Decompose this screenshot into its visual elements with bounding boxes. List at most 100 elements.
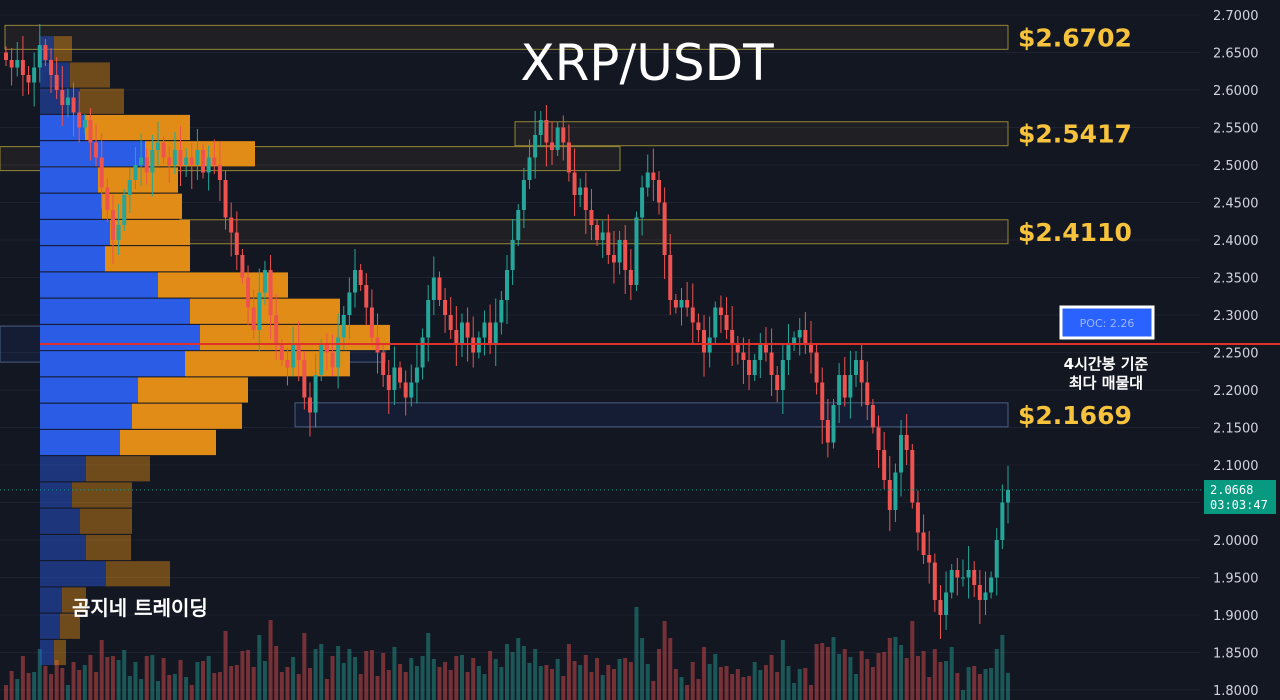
volume-bar [65,685,70,700]
candle-body [330,352,335,368]
candle-body [465,322,470,338]
volume-bar [381,653,386,700]
level-label: $2.1669 [1018,401,1132,430]
y-tick-label: 1.8000 [1213,684,1259,699]
volume-bar [780,640,785,700]
profile-sell-bar [85,114,190,141]
candle-body [521,180,526,210]
candle-body [234,232,239,255]
profile-sell-bar [62,587,86,613]
volume-bar [161,658,166,700]
level-label: $2.5417 [1018,120,1132,149]
candle-body [307,397,312,413]
y-tick-label: 2.4000 [1213,234,1259,249]
volume-bar [521,646,526,700]
profile-sell-bar [158,272,288,298]
candle-body [910,450,915,503]
profile-buy-bar [40,561,106,587]
volume-bar [476,666,481,700]
volume-bar [251,667,256,700]
volume-bar [662,621,667,700]
volume-bar [758,670,763,700]
profile-buy-bar [40,272,158,298]
candle-body [133,165,138,180]
price-axis[interactable]: 2.7000 2.6500 2.6000 2.5500 2.5000 2.4500 2.40… [1213,9,1259,699]
candle-body [37,45,42,68]
candle-body [865,382,870,405]
candle-body [769,352,774,375]
countdown: 03:03:47 [1210,498,1268,512]
candle-body [493,322,498,345]
candle-body [527,157,532,180]
volume-bar [488,651,493,700]
volume-bar [989,668,994,700]
candle-body [443,300,448,315]
candle-body [398,367,403,383]
volume-bar [414,666,419,700]
candle-body [685,300,690,308]
volume-bar [825,647,830,700]
candle-body [696,322,701,330]
volume-bar [820,643,825,700]
candle-body [887,480,892,510]
profile-sell-bar [98,167,178,193]
candle-body [876,427,881,450]
volume-bar [246,650,251,700]
volume-bar [983,669,988,700]
candle-body [206,157,211,173]
volume-bar [195,662,200,700]
volume-bar [150,655,155,700]
volume-bar [443,662,448,700]
volume-bar [510,652,515,700]
candle-body [904,435,909,450]
profile-sell-bar [120,429,216,456]
y-tick-label: 2.6500 [1213,47,1259,62]
candle-body [741,352,746,360]
level-label: $2.6702 [1018,23,1132,52]
candle-body [99,157,104,188]
candle-body [735,345,740,353]
candle-body [386,375,391,390]
volume-bar [341,663,346,700]
volume-bar [172,674,177,700]
volume-bar [319,644,324,700]
profile-buy-bar [40,167,98,193]
volume-bar [730,674,735,700]
candle-body [960,577,965,579]
volume-bar [724,666,729,700]
chart-title: XRP/USDT [520,34,774,92]
volume-bar [527,663,532,700]
candle-body [814,352,819,383]
candle-body [9,60,14,68]
volume-bar [887,638,892,700]
volume-bar [437,667,442,700]
candle-body [336,337,341,368]
candle-body [510,240,515,270]
y-tick-label: 2.2500 [1213,347,1259,362]
volume-bar [994,649,999,700]
volume-bar [910,621,915,700]
volume-bar [899,645,904,700]
volume-bar [49,674,54,700]
candle-body [949,570,954,593]
volume-bar [116,660,121,700]
volume-bars [4,607,1010,700]
volume-bar [848,657,853,700]
candle-body [634,217,639,285]
candle-body [65,97,70,105]
candle-body [837,375,842,405]
candle-body [94,142,99,158]
volume-bar [88,655,93,700]
candle-body [26,75,31,83]
profile-buy-bar [40,324,200,351]
y-tick-label: 2.1500 [1213,422,1259,437]
volume-bar [786,666,791,700]
candle-body [792,337,797,345]
candle-body [122,195,127,225]
candle-body [15,60,20,68]
volume-bar [420,656,425,700]
candle-body [302,360,307,398]
volume-bar [702,647,707,700]
y-tick-label: 2.4500 [1213,197,1259,212]
poc-annotation-line2: 최다 매물대 [1069,374,1143,392]
